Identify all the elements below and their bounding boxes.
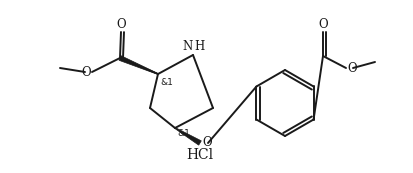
Text: O: O (81, 66, 91, 79)
Text: HCl: HCl (186, 148, 214, 162)
Text: O: O (202, 136, 211, 149)
Polygon shape (120, 58, 158, 74)
Text: H: H (194, 40, 204, 53)
Text: O: O (116, 18, 126, 31)
Text: &1: &1 (177, 129, 190, 138)
Polygon shape (119, 56, 158, 74)
Text: O: O (318, 18, 328, 31)
Polygon shape (175, 128, 201, 145)
Text: O: O (347, 61, 356, 75)
Text: N: N (183, 40, 193, 53)
Text: &1: &1 (160, 78, 173, 87)
